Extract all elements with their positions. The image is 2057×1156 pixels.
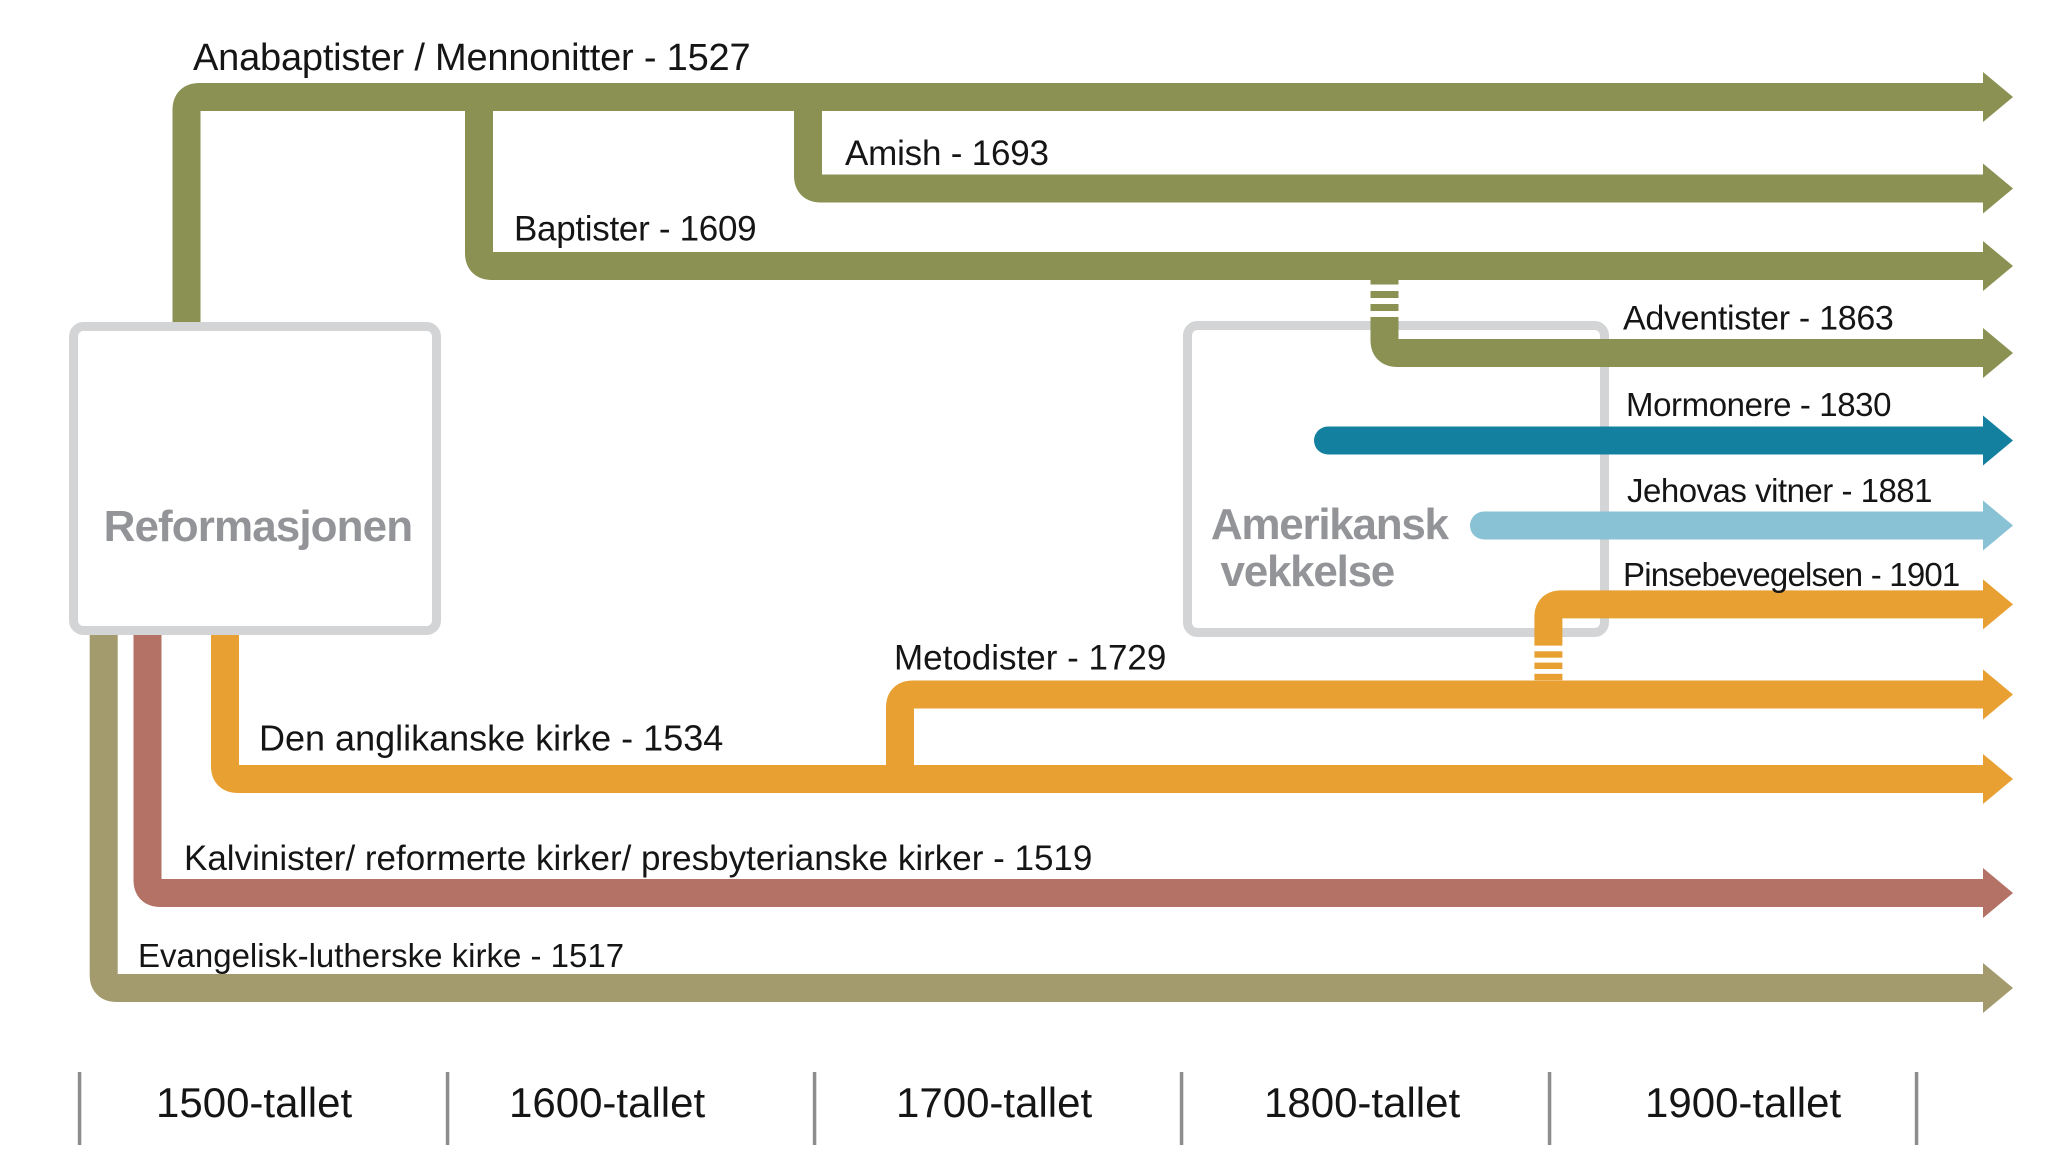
svg-text:Den anglikanske kirke - 1534: Den anglikanske kirke - 1534 xyxy=(259,718,723,759)
svg-text:Pinsebevegelsen - 1901: Pinsebevegelsen - 1901 xyxy=(1623,556,1960,593)
svg-text:Kalvinister/ reformerte kirker: Kalvinister/ reformerte kirker/ presbyte… xyxy=(184,839,1092,878)
svg-text:Metodister - 1729: Metodister - 1729 xyxy=(894,639,1166,678)
svg-text:Jehovas vitner - 1881: Jehovas vitner - 1881 xyxy=(1627,472,1932,509)
svg-text:Amerikansk: Amerikansk xyxy=(1211,500,1450,549)
svg-text:1500-tallet: 1500-tallet xyxy=(156,1079,352,1126)
svg-text:1700-tallet: 1700-tallet xyxy=(896,1079,1092,1126)
svg-text:Mormonere - 1830: Mormonere - 1830 xyxy=(1626,386,1891,423)
svg-text:Baptister - 1609: Baptister - 1609 xyxy=(514,210,756,249)
svg-text:Reformasjonen: Reformasjonen xyxy=(104,502,413,551)
svg-text:Evangelisk-lutherske kirke - 1: Evangelisk-lutherske kirke - 1517 xyxy=(138,937,624,974)
svg-text:Amish - 1693: Amish - 1693 xyxy=(845,134,1049,173)
svg-text:1600-tallet: 1600-tallet xyxy=(509,1079,705,1126)
svg-text:1800-tallet: 1800-tallet xyxy=(1264,1079,1460,1126)
svg-text:Adventister - 1863: Adventister - 1863 xyxy=(1623,300,1894,338)
svg-text:1900-tallet: 1900-tallet xyxy=(1645,1079,1841,1126)
svg-text:Anabaptister / Mennonitter - 1: Anabaptister / Mennonitter - 1527 xyxy=(193,37,750,79)
svg-text:vekkelse: vekkelse xyxy=(1221,547,1395,596)
